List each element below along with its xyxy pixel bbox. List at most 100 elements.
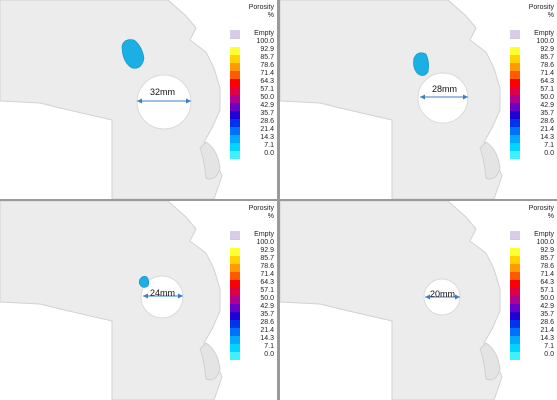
legend-swatch: [230, 87, 240, 95]
bore-hole: [136, 74, 192, 130]
legend-swatch: [230, 344, 240, 352]
legend-swatch: [230, 328, 240, 336]
legend-swatch: [510, 135, 520, 143]
legend-tick-label: 64.3: [540, 279, 554, 286]
legend-swatch: [230, 280, 240, 288]
simulation-panel-24mm: 24mm Porosity % Empty 100.0 92.9 85.7 78.6 71…: [0, 201, 277, 400]
legend-swatch: [510, 352, 520, 360]
legend-tick-label: 92.9: [260, 247, 274, 254]
legend-tick-label: 100.0: [536, 38, 554, 45]
part-outline: [280, 0, 503, 199]
legend-swatch: [510, 264, 520, 272]
legend-tick-label: 100.0: [256, 38, 274, 45]
legend-color-bar: [510, 231, 520, 360]
legend-tick-label: 57.1: [540, 287, 554, 294]
legend-tick-label: 7.1: [544, 142, 554, 149]
legend-title: Porosity %: [528, 205, 554, 220]
legend-swatch: [230, 336, 240, 344]
legend-tick-label: 14.3: [540, 335, 554, 342]
porosity-legend: Porosity % Empty 100.0 92.9 85.7 78.6 71.4 64.…: [228, 4, 276, 194]
legend-tick-label: 35.7: [260, 110, 274, 117]
legend-swatch: [230, 135, 240, 143]
legend-swatch: [230, 272, 240, 280]
simulation-panel-28mm: 28mm Porosity % Empty 100.0 92.9 85.7 78.6 71…: [280, 0, 557, 199]
dimension-label: 20mm: [430, 289, 456, 299]
legend-swatch: [510, 103, 520, 111]
legend-tick-label: 35.7: [260, 311, 274, 318]
legend-tick-label: 78.6: [260, 263, 274, 270]
legend-tick-label: 21.4: [540, 126, 554, 133]
legend-tick-label: 78.6: [540, 263, 554, 270]
legend-tick-label: 85.7: [260, 255, 274, 262]
legend-tick-label: 7.1: [264, 343, 274, 350]
legend-swatch: [510, 272, 520, 280]
porosity-blob: [121, 39, 145, 69]
notch-feature: [199, 141, 221, 180]
legend-tick-label: 64.3: [260, 279, 274, 286]
legend-tick-label: 100.0: [256, 239, 274, 246]
legend-tick-label: 21.4: [260, 126, 274, 133]
legend-tick-label: 21.4: [260, 327, 274, 334]
legend-tick-label: 85.7: [540, 54, 554, 61]
legend-swatch: [510, 304, 520, 312]
legend-swatch: [510, 296, 520, 304]
porosity-legend: Porosity % Empty 100.0 92.9 85.7 78.6 71.4 64.…: [228, 205, 276, 395]
legend-tick-label: 21.4: [540, 327, 554, 334]
legend-tick-label: 28.6: [260, 118, 274, 125]
legend-swatch: [230, 264, 240, 272]
legend-title: Porosity %: [248, 205, 274, 220]
legend-swatch: [510, 288, 520, 296]
legend-tick-label: 64.3: [540, 78, 554, 85]
legend-swatch: [510, 312, 520, 320]
legend-swatch: [230, 256, 240, 264]
legend-tick-label: Empty: [534, 30, 554, 37]
arrowhead-right: [455, 294, 460, 300]
dimension-label: 24mm: [150, 288, 176, 298]
legend-tick-label: 28.6: [260, 319, 274, 326]
casting-part: [280, 201, 503, 400]
legend-tick-label: 7.1: [264, 142, 274, 149]
legend-swatch: [510, 38, 520, 47]
legend-swatch: [230, 79, 240, 87]
legend-tick-label: 92.9: [260, 46, 274, 53]
legend-swatch: [230, 248, 240, 256]
bore-hole: [417, 72, 469, 124]
legend-tick-label: 85.7: [260, 54, 274, 61]
legend-swatch: [510, 55, 520, 63]
legend-tick-label: 35.7: [540, 110, 554, 117]
legend-tick-label: 50.0: [260, 295, 274, 302]
legend-tick-label: 50.0: [540, 94, 554, 101]
legend-tick-label: Empty: [254, 30, 274, 37]
legend-tick-label: 57.1: [260, 287, 274, 294]
legend-swatch: [230, 103, 240, 111]
legend-swatch: [510, 127, 520, 135]
part-outline: [280, 201, 503, 400]
notch-feature: [479, 141, 501, 180]
bore-hole: [140, 275, 184, 319]
legend-swatch: [510, 63, 520, 71]
arrowhead-right: [178, 293, 183, 299]
legend-swatch: [230, 296, 240, 304]
legend-tick-label: Empty: [534, 231, 554, 238]
legend-swatch: [510, 71, 520, 79]
legend-swatch: [230, 30, 240, 38]
legend-swatch: [510, 119, 520, 127]
legend-tick-label: 35.7: [540, 311, 554, 318]
legend-swatch: [510, 151, 520, 159]
legend-tick-label: 71.4: [540, 271, 554, 278]
legend-swatch: [230, 304, 240, 312]
notch-feature: [479, 342, 501, 381]
porosity-blob: [138, 276, 150, 288]
legend-swatch: [230, 95, 240, 103]
legend-swatch: [510, 47, 520, 55]
casting-part: [0, 0, 223, 199]
legend-swatch: [510, 87, 520, 95]
legend-tick-label: 28.6: [540, 118, 554, 125]
legend-swatch: [510, 336, 520, 344]
arrowhead-left: [143, 293, 148, 299]
legend-swatch: [230, 312, 240, 320]
legend-swatch: [510, 248, 520, 256]
legend-tick-label: 71.4: [260, 271, 274, 278]
legend-tick-label: 78.6: [540, 62, 554, 69]
